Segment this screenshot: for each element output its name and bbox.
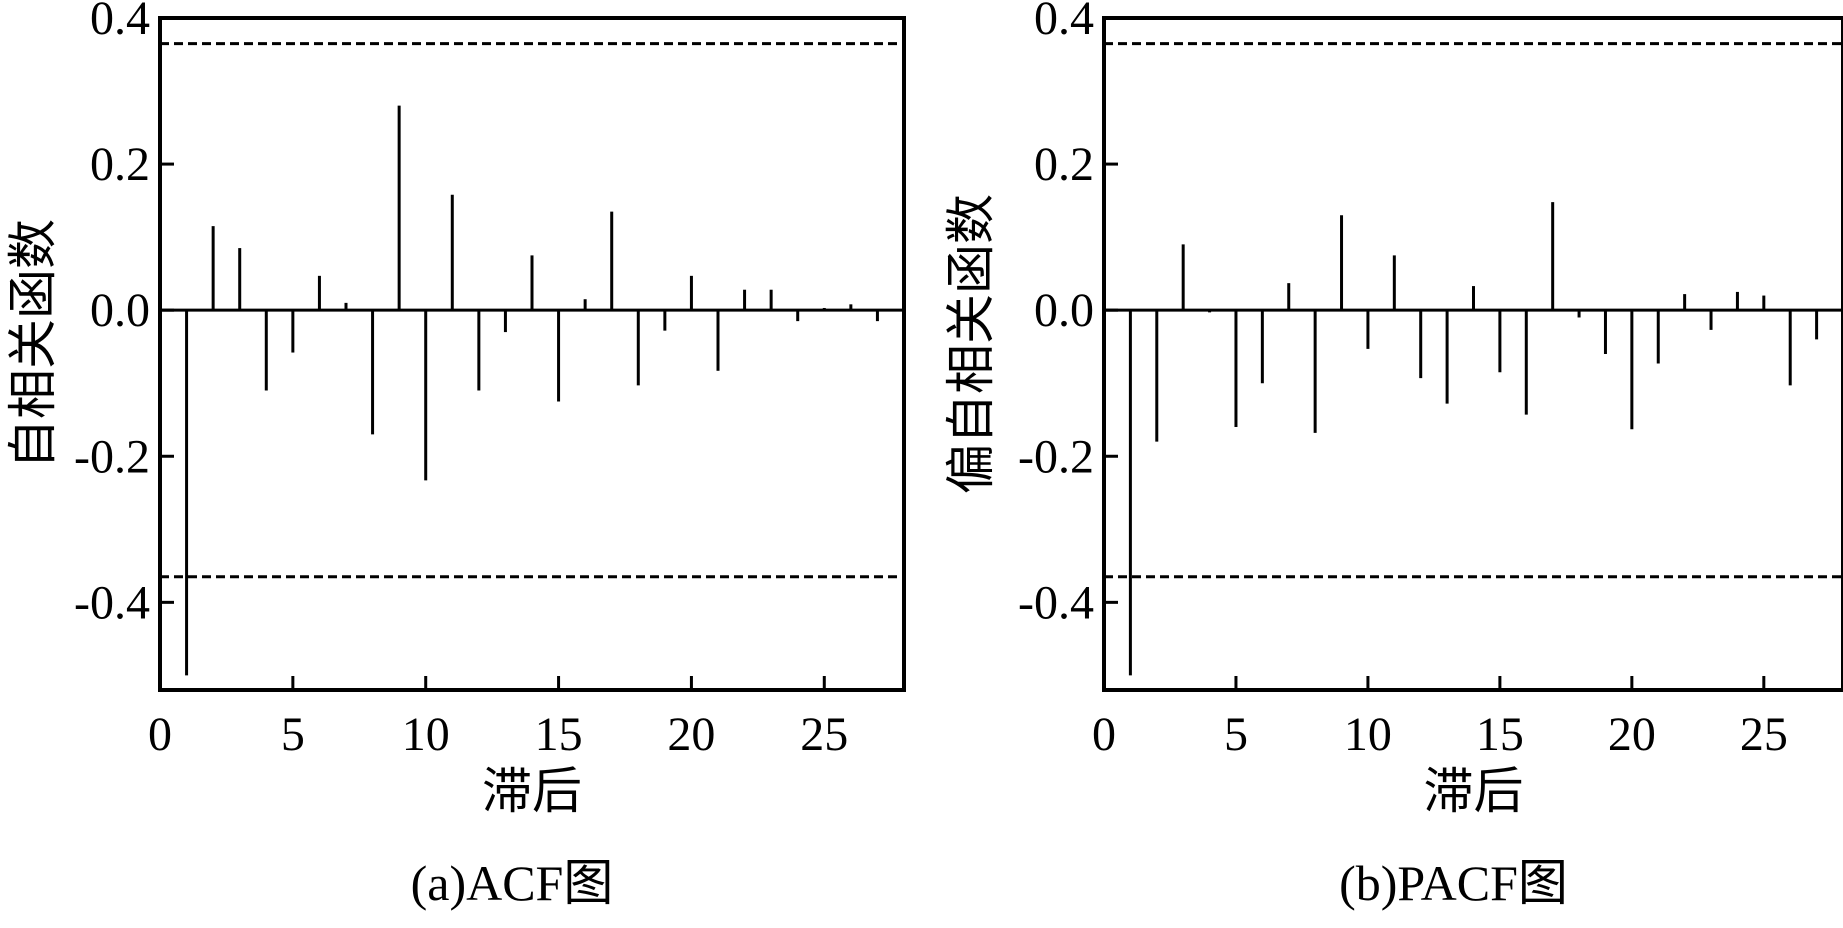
pacf-x-tick-label: 20 (1608, 708, 1656, 761)
pacf-y-tick-label: 0.4 (1034, 0, 1094, 45)
pacf-panel: 0 5 10 15 20 25 0.4 0.2 0.0 -0.2 -0.4 滞后 偏自相关函数 (b)PA… (943, 0, 1843, 911)
acf-caption: (a)ACF图 (411, 855, 614, 911)
acf-y-tick-label: 0.4 (90, 0, 150, 45)
acf-y-tick-label: -0.2 (74, 430, 150, 483)
pacf-x-tick-label: 5 (1224, 708, 1248, 761)
acf-y-tick-label: 0.2 (90, 138, 150, 191)
pacf-plot-frame (1102, 16, 1843, 692)
pacf-caption: (b)PACF图 (1339, 855, 1568, 911)
acf-panel: 0 5 10 15 20 25 0.4 0.2 0.0 -0.2 -0.4 滞后 自相关函数 (a)ACF… (5, 0, 906, 911)
acf-x-tick-label: 20 (667, 708, 715, 761)
pacf-y-tick-label: 0.0 (1034, 284, 1094, 337)
acf-x-tick-label: 0 (148, 708, 172, 761)
pacf-y-tick-label: 0.2 (1034, 138, 1094, 191)
acf-x-tick-label: 10 (402, 708, 450, 761)
pacf-x-tick-label: 25 (1740, 708, 1788, 761)
pacf-x-axis-title: 滞后 (1424, 763, 1524, 819)
acf-y-tick-label: 0.0 (90, 284, 150, 337)
acf-x-tick-label: 25 (800, 708, 848, 761)
pacf-x-tick-label: 15 (1476, 708, 1524, 761)
pacf-x-tick-label: 10 (1344, 708, 1392, 761)
acf-x-axis-title: 滞后 (482, 763, 582, 819)
acf-x-tick-label: 15 (535, 708, 583, 761)
pacf-y-tick-label: -0.2 (1018, 430, 1094, 483)
pacf-y-tick-label: -0.4 (1018, 576, 1094, 629)
acf-y-tick-label: -0.4 (74, 576, 150, 629)
pacf-y-axis-title: 偏自相关函数 (943, 194, 999, 494)
acf-x-tick-label: 5 (281, 708, 305, 761)
acf-plot-frame (158, 16, 906, 692)
pacf-x-tick-label: 0 (1092, 708, 1116, 761)
acf-y-axis-title: 自相关函数 (5, 219, 61, 469)
